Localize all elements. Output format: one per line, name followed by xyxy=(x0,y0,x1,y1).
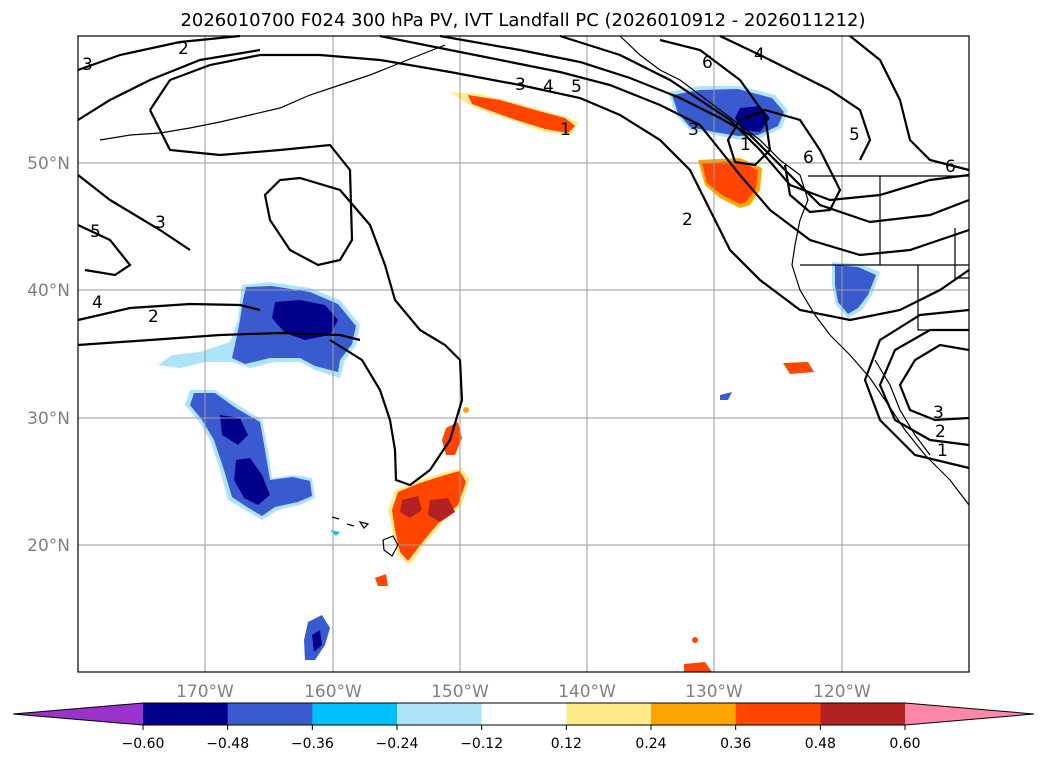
contour-label: 5 xyxy=(571,77,582,97)
colorbar-bin xyxy=(481,703,567,725)
lat-label-20: 20°N xyxy=(27,536,70,556)
contour-label: 5 xyxy=(849,125,860,145)
map-frame xyxy=(77,35,970,673)
colorbar-bin xyxy=(820,703,906,725)
colorbar-tick-label: 0.36 xyxy=(720,736,751,752)
colorbar: −0.60 −0.48 −0.36 −0.24 −0.12 0.12 0.24 0.36 0.4… xyxy=(12,702,1035,752)
contour-label: 1 xyxy=(740,135,751,155)
colorbar-bin xyxy=(566,703,652,725)
contour-label: 3 xyxy=(688,120,699,140)
pv-contours xyxy=(77,34,970,487)
figure-title: 2026010700 F024 300 hPa PV, IVT Landfall… xyxy=(180,10,865,31)
contour-label: 1 xyxy=(937,441,948,461)
lon-label-150w: 150°W xyxy=(431,682,489,702)
gridlines xyxy=(78,36,969,672)
map-panel: 3 2 5 4 2 3 3 4 5 6 4 1 5 6 2 6 3 2 1 3 … xyxy=(77,34,970,673)
lon-label-160w: 160°W xyxy=(304,682,362,702)
contour-label: 2 xyxy=(178,39,189,59)
colorbar-tick-label: −0.60 xyxy=(122,736,165,752)
colorbar-tick-label: −0.24 xyxy=(376,736,419,752)
colorbar-extend-low xyxy=(13,703,143,725)
contour-label: 2 xyxy=(148,307,159,327)
contour-label: 6 xyxy=(702,53,713,73)
negative-anomaly-regions xyxy=(158,86,880,660)
contour-label: 1 xyxy=(560,120,571,140)
lon-label-140w: 140°W xyxy=(558,682,616,702)
colorbar-bin xyxy=(227,703,313,725)
contour-label: 6 xyxy=(945,157,956,177)
contour-label: 3 xyxy=(155,213,166,233)
contour-label: 5 xyxy=(90,222,101,242)
contour-label: 2 xyxy=(935,422,946,442)
colorbar-bin xyxy=(312,703,398,725)
lon-label-130w: 130°W xyxy=(685,682,743,702)
colorbar-bin xyxy=(397,703,483,725)
longitude-labels: 170°W 160°W 150°W 140°W 130°W 120°W xyxy=(176,682,871,702)
colorbar-tick-label: 0.24 xyxy=(635,736,666,752)
colorbar-bin xyxy=(735,703,821,725)
contour-labels: 3 2 5 4 2 3 3 4 5 6 4 1 5 6 2 6 3 2 1 3 … xyxy=(82,39,956,461)
positive-anomaly-regions xyxy=(375,92,814,672)
contour-label: 6 xyxy=(803,148,814,168)
colorbar-bin xyxy=(143,703,229,725)
colorbar-tick-label: 0.48 xyxy=(805,736,836,752)
lat-label-40: 40°N xyxy=(27,281,70,301)
contour-label: 3 xyxy=(933,403,944,423)
contour-label: 3 xyxy=(82,55,93,75)
colorbar-tick-label: −0.48 xyxy=(206,736,249,752)
lon-label-120w: 120°W xyxy=(813,682,871,702)
colorbar-bin xyxy=(651,703,737,725)
lat-label-30: 30°N xyxy=(27,409,70,429)
colorbar-tick-label: 0.12 xyxy=(551,736,582,752)
latitude-labels: 50°N 40°N 30°N 20°N xyxy=(27,154,70,556)
lon-label-170w: 170°W xyxy=(176,682,234,702)
colorbar-tick-label: −0.36 xyxy=(291,736,334,752)
contour-label: 3 xyxy=(515,75,526,95)
lat-label-50: 50°N xyxy=(27,154,70,174)
colorbar-tick-label: 0.60 xyxy=(889,736,920,752)
colorbar-extend-high xyxy=(905,703,1034,725)
contour-label: 4 xyxy=(92,293,103,313)
colorbar-tick-label: −0.12 xyxy=(460,736,503,752)
contour-label: 2 xyxy=(682,210,693,230)
contour-label: 4 xyxy=(754,45,765,65)
contour-label: 4 xyxy=(543,77,554,97)
